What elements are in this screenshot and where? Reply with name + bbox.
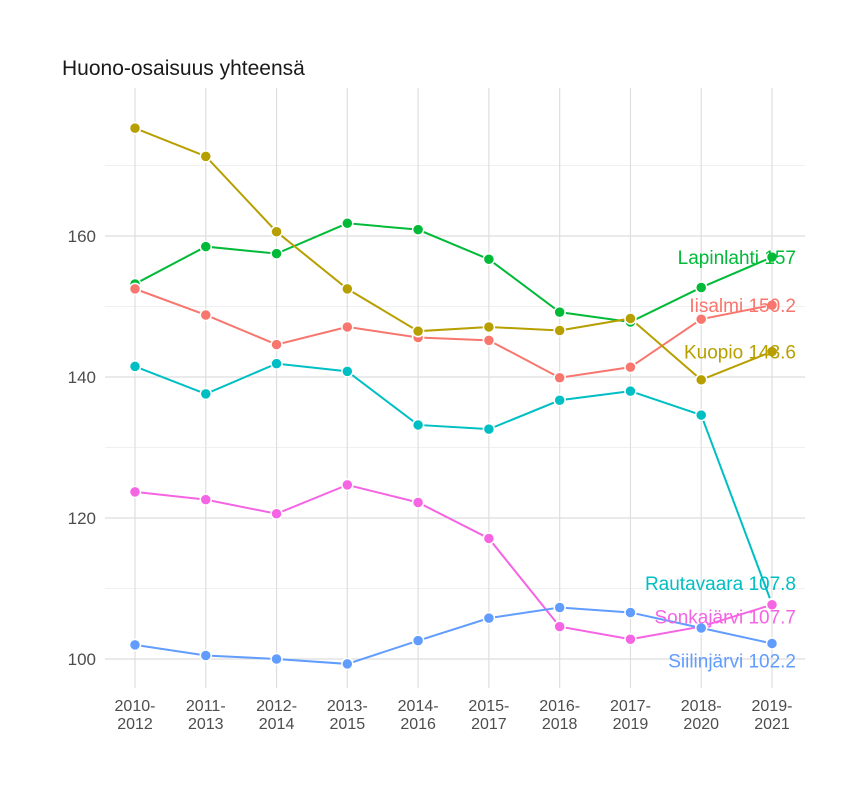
data-point-siilinjärvi [341,657,354,671]
x-tick-label: 2014- [398,698,439,715]
data-point-sonkajärvi [199,493,213,506]
x-tick-label: 2017- [610,698,651,715]
data-point-rautavaara [341,365,354,378]
x-tick-label: 2013 [188,716,224,733]
x-tick-label: 2021 [754,716,790,733]
x-tick-label: 2012 [117,716,153,733]
data-point-kuopio [199,150,213,163]
data-point-sonkajärvi [624,633,637,646]
x-tick-label: 2013- [327,698,368,715]
data-point-siilinjärvi [553,601,566,614]
data-point-rautavaara [411,418,425,432]
data-point-rautavaara [199,387,213,401]
data-point-iisalmi [341,320,354,334]
data-point-lapinlahti [765,250,779,264]
data-point-iisalmi [553,371,566,384]
data-point-lapinlahti [553,305,566,319]
data-point-iisalmi [482,334,496,347]
series-line-rautavaara [134,362,773,605]
x-tick-label: 2014 [259,716,295,733]
data-point-rautavaara [624,384,637,398]
data-point-lapinlahti [341,217,354,230]
end-label-siilinjärvi: Siilinjärvi 102.2 [668,651,796,672]
data-point-kuopio [694,373,708,387]
data-point-siilinjärvi [270,652,283,666]
series-line-siilinjärvi [134,606,773,665]
x-tick-label: 2010- [115,698,156,715]
data-point-siilinjärvi [482,611,496,625]
data-point-lapinlahti [411,223,425,236]
data-point-siilinjärvi [128,638,142,652]
data-point-sonkajärvi [270,507,283,521]
series-line-iisalmi [134,287,773,379]
x-tick-label: 2015 [330,716,366,733]
data-point-siilinjärvi [694,621,708,635]
x-tick-label: 2015- [468,698,509,715]
data-point-rautavaara [270,357,283,370]
data-point-lapinlahti [270,247,283,260]
data-point-kuopio [411,324,425,338]
data-point-lapinlahti [199,240,213,253]
x-tick-label: 2016 [400,716,436,733]
data-point-iisalmi [624,360,637,374]
data-point-iisalmi [270,338,283,351]
x-tick-label: 2016- [539,698,580,715]
end-label-sonkajärvi: Sonkajärvi 107.7 [654,608,796,629]
x-tick-label: 2011- [186,698,226,715]
end-label-iisalmi: Iisalmi 150.2 [689,296,796,317]
series-line-lapinlahti [134,222,773,324]
data-point-kuopio [624,312,637,325]
data-point-rautavaara [128,360,142,373]
x-tick-label: 2018- [681,698,722,715]
y-tick-label: 160 [68,227,96,246]
data-point-sonkajärvi [341,478,354,492]
x-tick-label: 2012- [256,698,297,715]
data-point-rautavaara [482,422,496,436]
data-point-siilinjärvi [411,634,425,647]
x-tick-label: 2019 [613,716,649,733]
data-point-rautavaara [694,408,708,422]
data-point-siilinjärvi [624,606,637,619]
data-point-siilinjärvi [199,649,213,662]
data-point-iisalmi [694,312,708,326]
x-tick-label: 2017 [471,716,507,733]
end-label-lapinlahti: Lapinlahti 157 [678,248,796,269]
end-label-rautavaara: Rautavaara 107.8 [645,574,796,595]
data-point-kuopio [482,320,496,334]
data-point-iisalmi [128,282,142,296]
x-tick-label: 2020 [683,716,719,733]
end-label-kuopio: Kuopio 143.6 [684,343,796,364]
series-line-kuopio [134,127,773,381]
data-point-lapinlahti [482,253,496,266]
data-point-sonkajärvi [482,532,496,545]
data-point-sonkajärvi [128,485,142,499]
data-point-iisalmi [199,308,213,322]
data-point-rautavaara [553,394,566,407]
data-point-sonkajärvi [765,598,779,611]
data-point-lapinlahti [694,281,708,294]
data-point-sonkajärvi [553,620,566,633]
x-tick-label: 2018 [542,716,578,733]
data-point-sonkajärvi [411,496,425,509]
y-tick-label: 120 [68,509,96,528]
series-line-sonkajärvi [134,483,773,641]
data-point-siilinjärvi [765,637,779,650]
y-tick-label: 100 [68,650,96,669]
data-point-iisalmi [765,298,779,312]
chart-title: Huono-osaisuus yhteensä [62,57,305,80]
y-tick-label: 140 [68,368,96,387]
data-point-kuopio [341,282,354,296]
x-tick-label: 2019- [752,698,793,715]
data-point-kuopio [553,324,566,337]
data-point-kuopio [270,225,283,239]
data-point-kuopio [128,121,142,135]
data-point-kuopio [765,345,779,358]
